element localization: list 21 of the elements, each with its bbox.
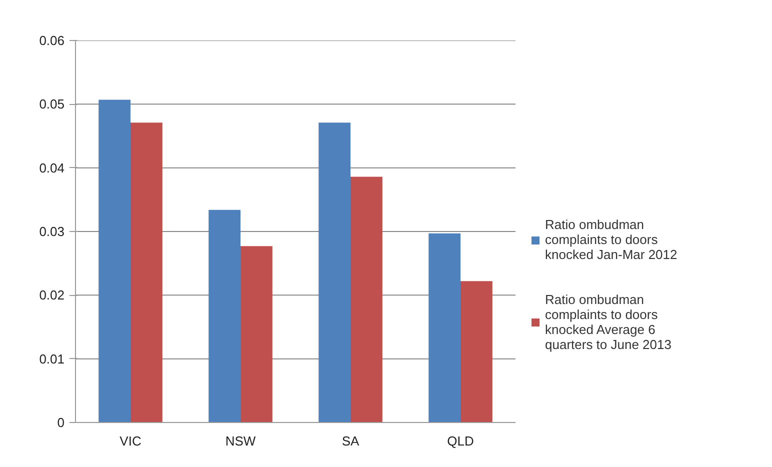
- y-tick-label: 0.04: [39, 160, 65, 176]
- x-tick-label: VIC: [120, 434, 142, 448]
- bar: [130, 122, 162, 422]
- y-tick-label: 0: [57, 415, 65, 430]
- legend-label: Ratio ombudman complaints to doors knocked Jan-Mar 2012: [545, 217, 678, 262]
- y-tick-label: 0.03: [39, 224, 65, 239]
- x-tick-label: SA: [342, 434, 360, 448]
- y-tick-label: 0.02: [39, 288, 65, 303]
- legend-label: Ratio ombudman complaints to doors knocked Average 6 quarters to June 2013: [545, 292, 672, 352]
- bar: [460, 281, 492, 422]
- bar: [428, 233, 460, 422]
- x-tick-label: QLD: [447, 434, 474, 448]
- y-tick-label: 0.06: [39, 33, 65, 48]
- bar: [318, 122, 350, 422]
- bar: [350, 176, 382, 422]
- x-tick-label: NSW: [225, 434, 256, 448]
- bar: [208, 210, 240, 422]
- bar: [98, 100, 130, 422]
- y-tick-label: 0.01: [39, 351, 65, 366]
- y-tick-label: 0.05: [39, 96, 65, 112]
- bar: [240, 246, 272, 422]
